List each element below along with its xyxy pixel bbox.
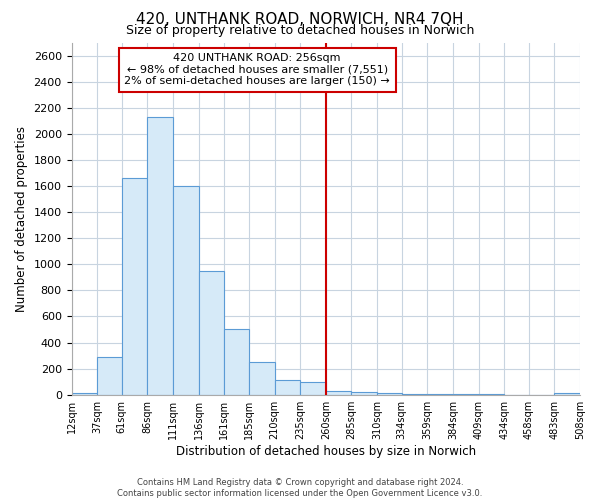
Bar	[122, 178, 148, 394]
Text: Size of property relative to detached houses in Norwich: Size of property relative to detached ho…	[126, 24, 474, 37]
X-axis label: Distribution of detached houses by size in Norwich: Distribution of detached houses by size …	[176, 444, 476, 458]
Text: 420 UNTHANK ROAD: 256sqm
← 98% of detached houses are smaller (7,551)
2% of semi: 420 UNTHANK ROAD: 256sqm ← 98% of detach…	[124, 53, 390, 86]
Bar	[300, 382, 326, 394]
Bar	[275, 380, 300, 394]
Bar	[71, 393, 97, 394]
Bar	[326, 391, 352, 394]
Bar	[224, 330, 249, 394]
Text: Contains HM Land Registry data © Crown copyright and database right 2024.
Contai: Contains HM Land Registry data © Crown c…	[118, 478, 482, 498]
Bar	[97, 357, 122, 395]
Bar	[148, 117, 173, 394]
Y-axis label: Number of detached properties: Number of detached properties	[15, 126, 28, 312]
Text: 420, UNTHANK ROAD, NORWICH, NR4 7QH: 420, UNTHANK ROAD, NORWICH, NR4 7QH	[136, 12, 464, 28]
Bar	[173, 186, 199, 394]
Bar	[554, 393, 580, 394]
Bar	[249, 362, 275, 394]
Bar	[352, 392, 377, 394]
Bar	[199, 271, 224, 394]
